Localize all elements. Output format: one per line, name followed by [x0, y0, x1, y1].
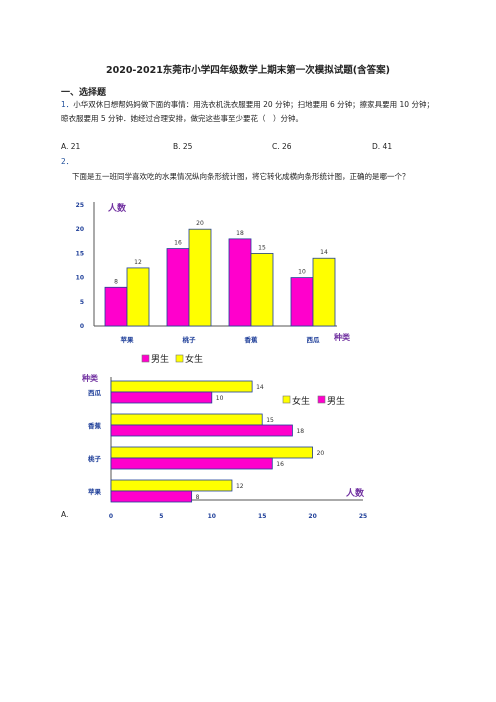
bar-value-label: 15 — [266, 417, 274, 424]
bar-value-label: 20 — [317, 450, 325, 457]
bar — [110, 490, 193, 503]
bar — [110, 457, 273, 470]
x-tick-label: 香蕉 — [245, 335, 259, 344]
x-tick-label: 25 — [359, 513, 367, 520]
y-axis-title: 人数 — [107, 202, 127, 214]
y-tick-label: 苹果 — [88, 487, 102, 496]
x-axis-title: 种类 — [333, 332, 350, 342]
bar — [110, 380, 253, 393]
y-tick-label: 香蕉 — [88, 421, 102, 430]
legend-label: 男生 — [327, 395, 345, 407]
bar-value-label: 14 — [320, 249, 328, 256]
bar — [250, 252, 274, 327]
question-1-text: 小华双休日想帮妈妈做下面的事情：用洗衣机洗衣服要用 20 分钟；扫地要用 6 分… — [61, 100, 434, 123]
y-tick-label: 15 — [76, 250, 84, 257]
bar-value-label: 10 — [216, 395, 224, 402]
y-axis-title: 种类 — [81, 373, 98, 383]
x-tick-label: 西瓜 — [307, 336, 321, 344]
section-heading: 一、选择题 — [61, 88, 107, 98]
question-1: 1．小华双休日想帮妈妈做下面的事情：用洗衣机洗衣服要用 20 分钟；扫地要用 6… — [61, 98, 441, 126]
bar — [110, 391, 213, 404]
bar — [110, 479, 233, 492]
bar-value-label: 18 — [236, 230, 244, 237]
bar-value-label: 16 — [174, 240, 182, 247]
bar — [110, 413, 263, 426]
legend-swatch — [282, 395, 291, 404]
bar-value-label: 8 — [196, 494, 200, 501]
bar — [228, 238, 252, 327]
x-tick-label: 桃子 — [183, 335, 197, 344]
option-c: C. 26 — [272, 142, 292, 151]
x-tick-label: 0 — [109, 513, 113, 520]
legend-swatch — [175, 354, 184, 363]
bar — [110, 424, 293, 437]
option-d: D. 41 — [372, 142, 393, 151]
y-tick-label: 5 — [80, 299, 84, 306]
x-tick-label: 10 — [208, 513, 216, 520]
y-tick-label: 10 — [76, 275, 84, 282]
legend-swatch — [141, 354, 150, 363]
y-tick-label: 西瓜 — [88, 389, 102, 397]
option-b: B. 25 — [173, 142, 193, 151]
paper-title: 2020-2021东莞市小学四年级数学上期末第一次模拟试题(含答案) — [105, 65, 390, 76]
x-tick-label: 5 — [159, 513, 163, 520]
legend-label: 男生 — [151, 353, 169, 365]
bar-value-label: 16 — [276, 461, 284, 468]
bar — [104, 286, 128, 327]
bar — [126, 267, 150, 327]
x-tick-label: 苹果 — [121, 335, 135, 344]
bar — [312, 257, 336, 327]
y-tick-label: 桃子 — [88, 454, 102, 463]
bar — [290, 277, 314, 327]
bar — [166, 248, 190, 327]
bar-value-label: 18 — [296, 428, 304, 435]
question-1-number: 1． — [61, 100, 74, 109]
bar — [188, 228, 212, 327]
bar-value-label: 8 — [114, 278, 118, 285]
bar-value-label: 14 — [256, 384, 264, 391]
legend-swatch — [317, 395, 326, 404]
bar-value-label: 20 — [196, 220, 204, 227]
answer-option-a-label: A. — [61, 510, 69, 519]
legend-label: 女生 — [292, 395, 310, 407]
y-tick-label: 20 — [76, 226, 84, 233]
bar-value-label: 15 — [258, 244, 266, 251]
y-tick-label: 25 — [76, 202, 84, 209]
option-a: A. 21 — [61, 142, 81, 151]
bar-value-label: 12 — [134, 259, 142, 266]
question-2-number: 2． — [61, 157, 74, 166]
bar — [110, 446, 314, 459]
bar-value-label: 10 — [298, 269, 306, 276]
question-2-text: 下面是五一班同学喜欢吃的水果情况纵向条形统计图，将它转化成横向条形统计图，正确的… — [72, 172, 410, 181]
bar-value-label: 12 — [236, 483, 244, 490]
y-tick-label: 0 — [80, 323, 84, 330]
x-tick-label: 20 — [308, 513, 316, 520]
legend-label: 女生 — [185, 353, 203, 365]
x-tick-label: 15 — [258, 513, 266, 520]
x-axis-title: 人数 — [345, 487, 365, 499]
